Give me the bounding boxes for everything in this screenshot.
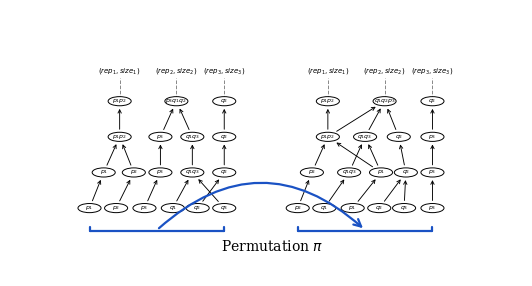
Circle shape (165, 97, 188, 106)
Circle shape (286, 204, 309, 213)
Circle shape (354, 132, 377, 141)
Text: $q_1q_3$: $q_1q_3$ (185, 133, 200, 141)
Text: $p_2$: $p_2$ (294, 204, 302, 212)
Circle shape (149, 132, 172, 141)
Text: $q_2$: $q_2$ (395, 133, 403, 141)
Text: $q_1q_3$: $q_1q_3$ (342, 168, 357, 176)
Circle shape (161, 204, 185, 213)
Text: $(rep_2, size_2)$: $(rep_2, size_2)$ (155, 66, 197, 76)
Circle shape (213, 168, 236, 177)
Text: Permutation $\pi$: Permutation $\pi$ (221, 239, 324, 254)
Circle shape (393, 204, 415, 213)
Text: $p_1p_2$: $p_1p_2$ (320, 133, 336, 141)
Text: $p_1p_2$: $p_1p_2$ (112, 133, 127, 141)
Circle shape (181, 168, 204, 177)
Circle shape (181, 132, 204, 141)
Circle shape (186, 204, 209, 213)
Text: $q_2$: $q_2$ (428, 97, 437, 105)
Circle shape (370, 168, 393, 177)
Text: $(rep_1, size_1)$: $(rep_1, size_1)$ (306, 66, 349, 76)
Text: $q_1q_3$: $q_1q_3$ (185, 168, 200, 176)
Circle shape (213, 97, 236, 106)
Text: $q_2$: $q_2$ (375, 204, 384, 212)
Circle shape (122, 168, 145, 177)
Circle shape (78, 204, 101, 213)
Text: $q_1q_3$: $q_1q_3$ (358, 133, 373, 141)
Text: $p_3q_1q_2$: $p_3q_1q_2$ (165, 97, 187, 105)
Circle shape (313, 204, 336, 213)
Circle shape (341, 204, 364, 213)
Text: $q_2$: $q_2$ (220, 168, 228, 176)
Circle shape (394, 168, 418, 177)
Text: $p_3$: $p_3$ (428, 168, 437, 176)
Circle shape (213, 204, 236, 213)
Circle shape (387, 132, 410, 141)
Circle shape (421, 168, 444, 177)
Circle shape (108, 132, 131, 141)
Circle shape (133, 204, 156, 213)
Circle shape (108, 97, 131, 106)
Circle shape (301, 168, 323, 177)
Text: $p_2$: $p_2$ (307, 168, 316, 176)
Text: $p_3$: $p_3$ (156, 168, 164, 176)
Text: $q_3$: $q_3$ (220, 204, 228, 212)
Text: $q_2$: $q_2$ (220, 97, 228, 105)
Text: $p_1$: $p_1$ (348, 204, 357, 212)
Circle shape (421, 204, 444, 213)
Circle shape (338, 168, 361, 177)
Text: $q_3$: $q_3$ (400, 204, 408, 212)
Circle shape (421, 132, 444, 141)
Circle shape (368, 204, 391, 213)
Text: $p_2$: $p_2$ (112, 204, 120, 212)
Text: $(rep_3, size_3)$: $(rep_3, size_3)$ (411, 66, 454, 76)
Text: $(rep_1, size_1)$: $(rep_1, size_1)$ (98, 66, 141, 76)
Text: $q_2$: $q_2$ (194, 204, 202, 212)
Text: $p_3$: $p_3$ (156, 133, 164, 141)
Circle shape (213, 132, 236, 141)
Text: $p_1p_2$: $p_1p_2$ (112, 97, 127, 105)
Text: $q_2$: $q_2$ (402, 168, 410, 176)
Circle shape (373, 97, 396, 106)
Circle shape (421, 97, 444, 106)
Circle shape (317, 97, 339, 106)
Text: $q_1q_2p_3$: $q_1q_2p_3$ (373, 97, 396, 105)
Text: $p_1$: $p_1$ (99, 168, 108, 176)
Text: $q_2$: $q_2$ (220, 133, 228, 141)
Text: $q_1$: $q_1$ (320, 204, 328, 212)
Circle shape (105, 204, 128, 213)
Text: $q_1$: $q_1$ (169, 204, 177, 212)
Text: $p_3$: $p_3$ (140, 204, 148, 212)
Text: $p_1$: $p_1$ (85, 204, 94, 212)
Circle shape (149, 168, 172, 177)
Text: $p_2$: $p_2$ (130, 168, 138, 176)
Text: $(rep_3, size_3)$: $(rep_3, size_3)$ (203, 66, 245, 76)
Text: $p_3$: $p_3$ (428, 204, 437, 212)
Text: $p_3$: $p_3$ (428, 133, 437, 141)
Circle shape (317, 132, 339, 141)
Text: $p_1p_2$: $p_1p_2$ (320, 97, 336, 105)
Circle shape (92, 168, 115, 177)
Text: $(rep_2, size_2)$: $(rep_2, size_2)$ (363, 66, 406, 76)
Text: $p_1$: $p_1$ (377, 168, 385, 176)
